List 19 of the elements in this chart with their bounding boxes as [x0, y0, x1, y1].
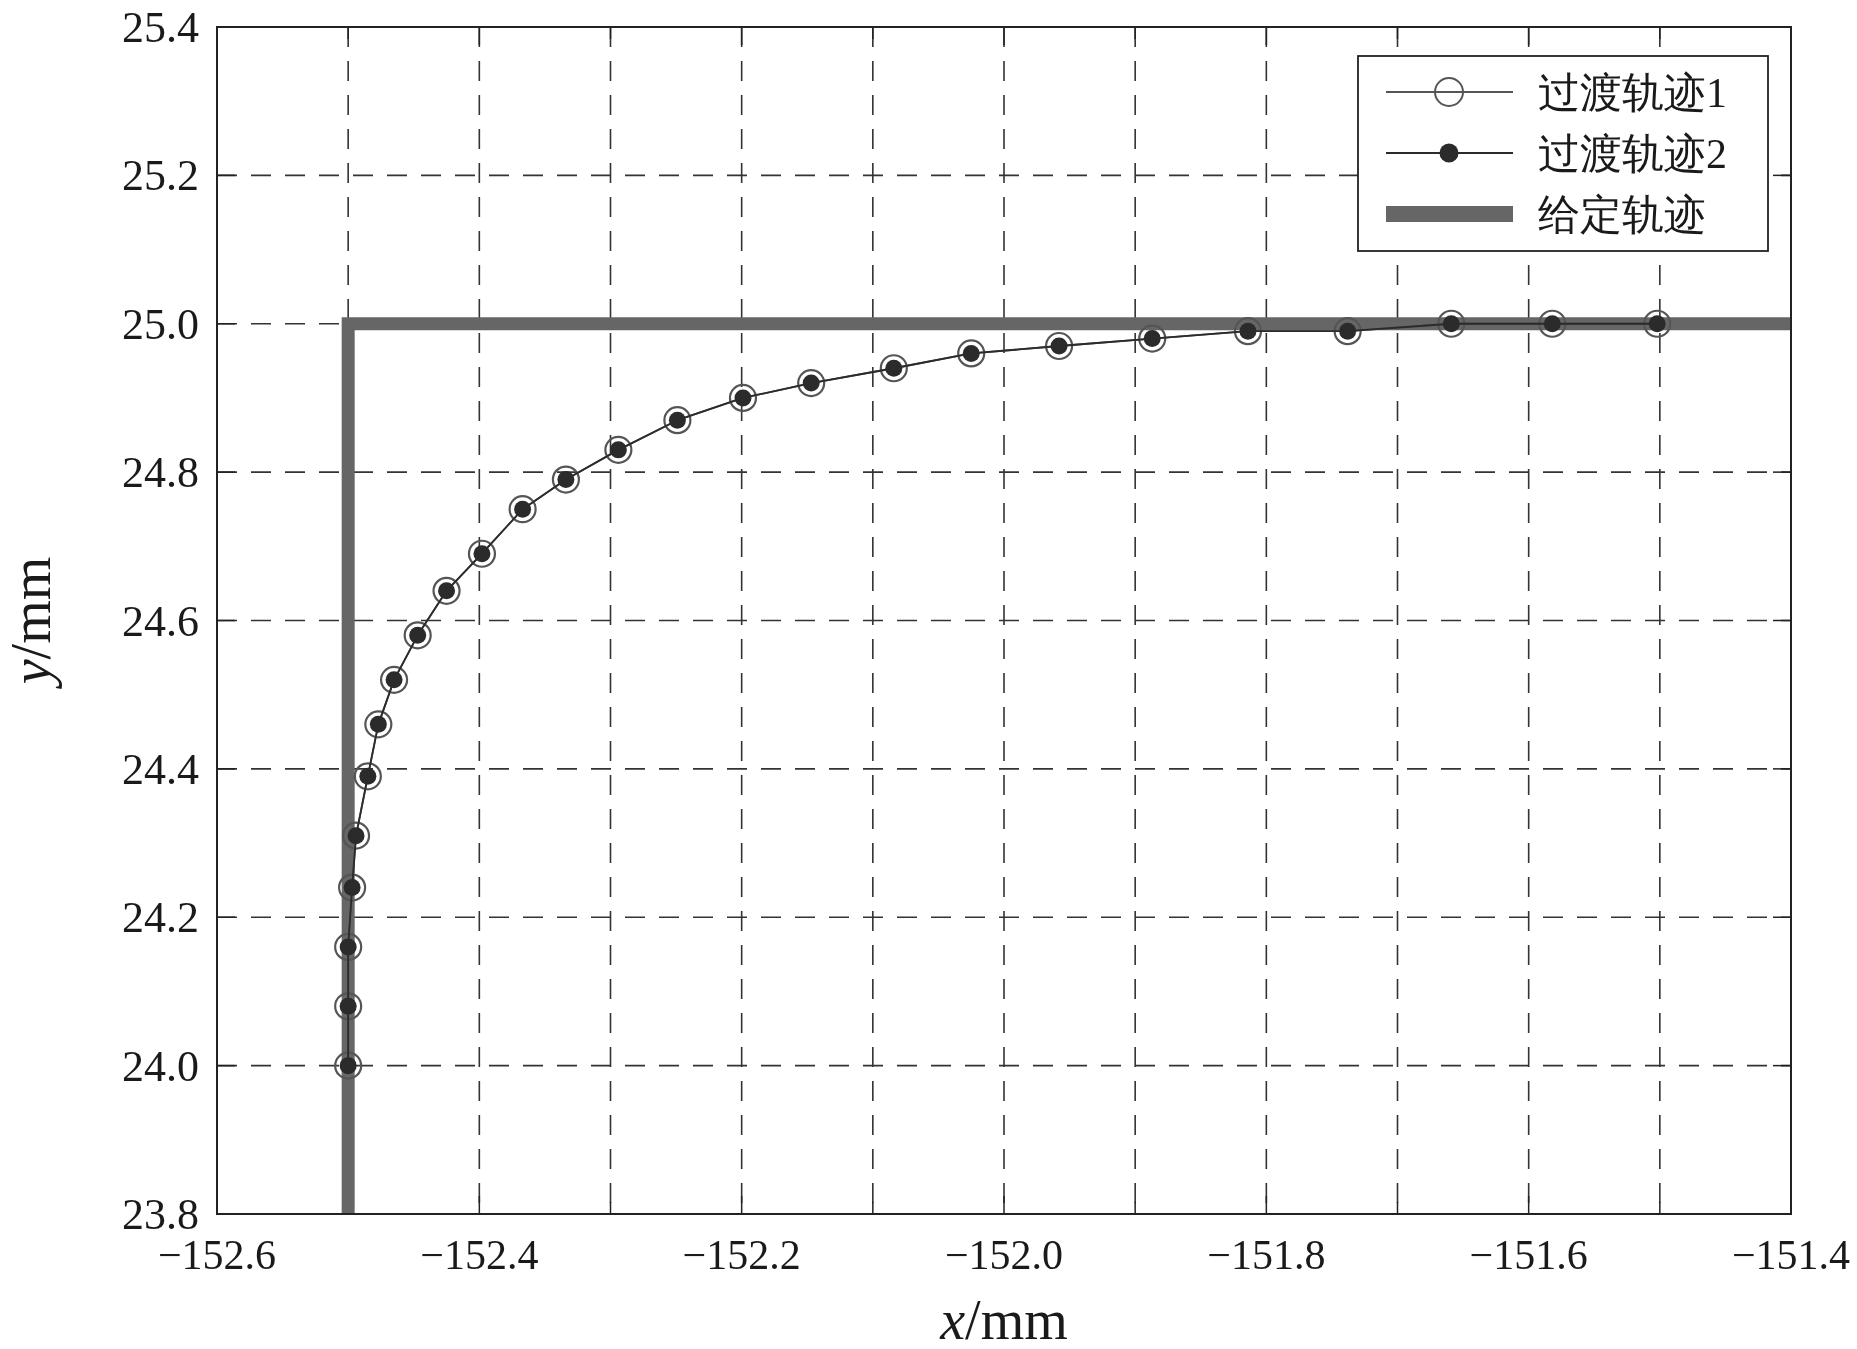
legend-label: 过渡轨迹2 — [1538, 131, 1727, 177]
y-tick-label: 25.2 — [122, 151, 199, 201]
x-tick-label: −152.4 — [420, 1232, 539, 1278]
y-axis-title: y/mm — [0, 556, 62, 690]
y-tick-label: 24.6 — [122, 596, 199, 646]
y-tick-label: 25.0 — [122, 299, 199, 349]
legend-label: 过渡轨迹1 — [1538, 70, 1727, 116]
x-tick-label: −151.8 — [1207, 1232, 1326, 1278]
y-tick-label: 24.2 — [122, 893, 199, 943]
legend-label: 给定轨迹 — [1538, 192, 1706, 238]
x-tick-label: −151.4 — [1731, 1232, 1851, 1278]
y-tick-label: 25.4 — [122, 3, 199, 52]
y-tick-label: 24.8 — [122, 448, 199, 498]
x-tick-label: −151.6 — [1469, 1232, 1588, 1278]
x-tick-label: −152.0 — [944, 1232, 1064, 1278]
y-tick-label: 24.4 — [122, 744, 199, 794]
x-axis-title: x/mm — [939, 1289, 1068, 1349]
x-tick-label: −152.2 — [682, 1232, 801, 1278]
y-tick-label: 24.0 — [122, 1041, 199, 1091]
